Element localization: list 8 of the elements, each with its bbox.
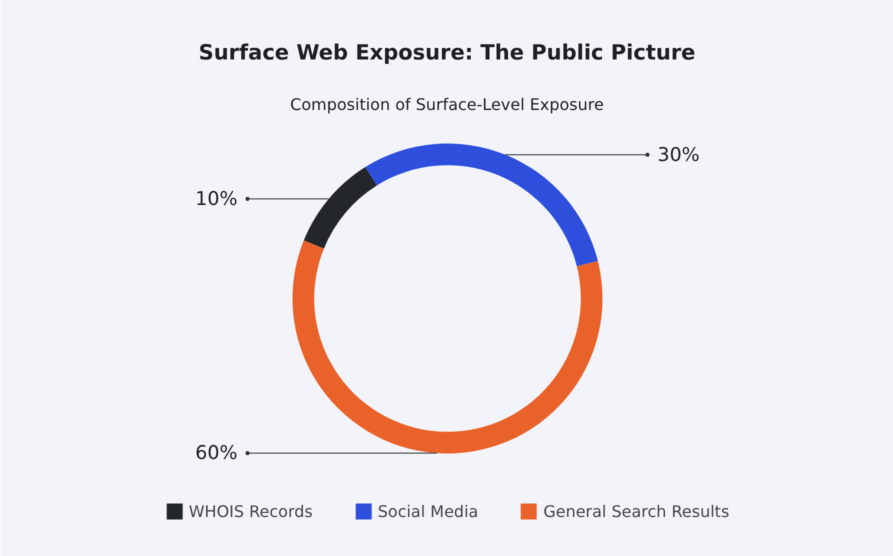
data-label: 60% <box>195 442 238 464</box>
data-label: 30% <box>658 144 700 166</box>
legend-label: Social Media <box>378 502 478 520</box>
chart-title: Surface Web Exposure: The Public Picture <box>198 40 696 64</box>
chart-subtitle: Composition of Surface-Level Exposure <box>290 95 604 114</box>
legend-label: General Search Results <box>543 502 730 520</box>
legend-label: WHOIS Records <box>188 502 313 520</box>
data-label: 10% <box>195 188 238 210</box>
